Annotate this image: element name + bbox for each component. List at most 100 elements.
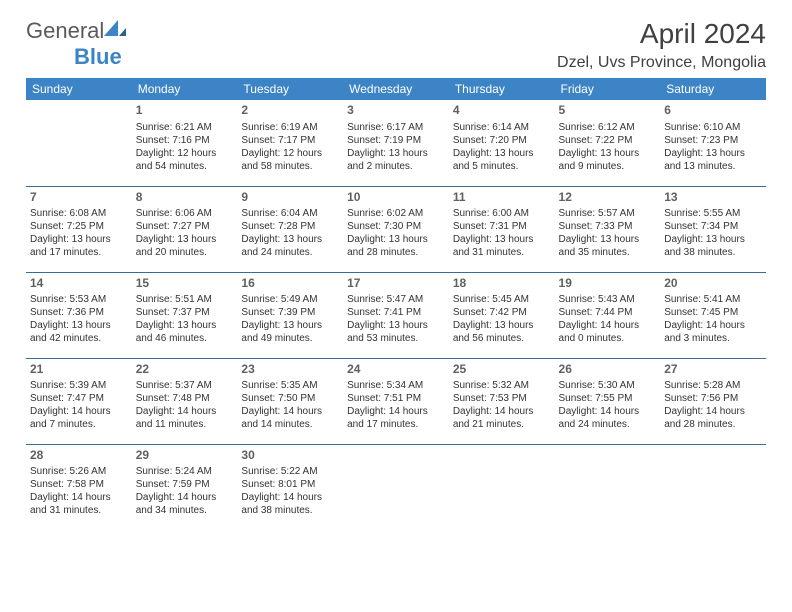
calendar-week-row: 14Sunrise: 5:53 AMSunset: 7:36 PMDayligh… — [26, 272, 766, 358]
daylight-text: Daylight: 12 hours and 58 minutes. — [241, 147, 339, 173]
calendar-day-cell: 23Sunrise: 5:35 AMSunset: 7:50 PMDayligh… — [237, 358, 343, 444]
weekday-header: Tuesday — [237, 78, 343, 100]
calendar-day-cell: 3Sunrise: 6:17 AMSunset: 7:19 PMDaylight… — [343, 100, 449, 186]
logo-text: General Blue — [26, 18, 126, 70]
calendar-head: SundayMondayTuesdayWednesdayThursdayFrid… — [26, 78, 766, 100]
day-number: 29 — [136, 448, 234, 464]
daylight-text: Daylight: 14 hours and 38 minutes. — [241, 491, 339, 517]
sunrise-text: Sunrise: 5:55 AM — [664, 207, 762, 220]
location: Dzel, Uvs Province, Mongolia — [557, 54, 766, 72]
sunset-text: Sunset: 7:33 PM — [559, 220, 657, 233]
sunrise-text: Sunrise: 5:57 AM — [559, 207, 657, 220]
day-number: 21 — [30, 362, 128, 378]
sunset-text: Sunset: 7:23 PM — [664, 134, 762, 147]
sunset-text: Sunset: 7:59 PM — [136, 478, 234, 491]
sunset-text: Sunset: 7:17 PM — [241, 134, 339, 147]
daylight-text: Daylight: 13 hours and 42 minutes. — [30, 319, 128, 345]
day-number: 28 — [30, 448, 128, 464]
sunrise-text: Sunrise: 5:32 AM — [453, 379, 551, 392]
daylight-text: Daylight: 14 hours and 31 minutes. — [30, 491, 128, 517]
calendar-day-cell: 6Sunrise: 6:10 AMSunset: 7:23 PMDaylight… — [660, 100, 766, 186]
weekday-header: Saturday — [660, 78, 766, 100]
sunset-text: Sunset: 7:53 PM — [453, 392, 551, 405]
day-number: 18 — [453, 276, 551, 292]
daylight-text: Daylight: 13 hours and 53 minutes. — [347, 319, 445, 345]
sunrise-text: Sunrise: 5:34 AM — [347, 379, 445, 392]
calendar-week-row: 21Sunrise: 5:39 AMSunset: 7:47 PMDayligh… — [26, 358, 766, 444]
sunrise-text: Sunrise: 6:02 AM — [347, 207, 445, 220]
day-number: 9 — [241, 190, 339, 206]
calendar-day-cell: 19Sunrise: 5:43 AMSunset: 7:44 PMDayligh… — [555, 272, 661, 358]
calendar-day-cell: 11Sunrise: 6:00 AMSunset: 7:31 PMDayligh… — [449, 186, 555, 272]
calendar-week-row: 28Sunrise: 5:26 AMSunset: 7:58 PMDayligh… — [26, 444, 766, 530]
sunrise-text: Sunrise: 5:30 AM — [559, 379, 657, 392]
calendar-week-row: 7Sunrise: 6:08 AMSunset: 7:25 PMDaylight… — [26, 186, 766, 272]
day-number: 19 — [559, 276, 657, 292]
sunrise-text: Sunrise: 6:00 AM — [453, 207, 551, 220]
weekday-header: Wednesday — [343, 78, 449, 100]
sunset-text: Sunset: 7:30 PM — [347, 220, 445, 233]
weekday-header: Thursday — [449, 78, 555, 100]
calendar-day-cell: 2Sunrise: 6:19 AMSunset: 7:17 PMDaylight… — [237, 100, 343, 186]
calendar-day-cell: 30Sunrise: 5:22 AMSunset: 8:01 PMDayligh… — [237, 444, 343, 530]
sunrise-text: Sunrise: 5:39 AM — [30, 379, 128, 392]
day-number: 5 — [559, 103, 657, 119]
day-number: 15 — [136, 276, 234, 292]
sunset-text: Sunset: 7:16 PM — [136, 134, 234, 147]
calendar-day-cell: 7Sunrise: 6:08 AMSunset: 7:25 PMDaylight… — [26, 186, 132, 272]
daylight-text: Daylight: 13 hours and 24 minutes. — [241, 233, 339, 259]
sunset-text: Sunset: 7:27 PM — [136, 220, 234, 233]
day-number: 23 — [241, 362, 339, 378]
sunset-text: Sunset: 7:31 PM — [453, 220, 551, 233]
day-number: 4 — [453, 103, 551, 119]
daylight-text: Daylight: 14 hours and 34 minutes. — [136, 491, 234, 517]
sunset-text: Sunset: 7:41 PM — [347, 306, 445, 319]
sunrise-text: Sunrise: 6:17 AM — [347, 121, 445, 134]
day-number: 10 — [347, 190, 445, 206]
calendar-day-cell: 9Sunrise: 6:04 AMSunset: 7:28 PMDaylight… — [237, 186, 343, 272]
calendar-table: SundayMondayTuesdayWednesdayThursdayFrid… — [26, 78, 766, 530]
day-number: 3 — [347, 103, 445, 119]
sunset-text: Sunset: 7:45 PM — [664, 306, 762, 319]
calendar-day-cell: 22Sunrise: 5:37 AMSunset: 7:48 PMDayligh… — [132, 358, 238, 444]
calendar-day-cell: 29Sunrise: 5:24 AMSunset: 7:59 PMDayligh… — [132, 444, 238, 530]
sunrise-text: Sunrise: 5:26 AM — [30, 465, 128, 478]
calendar-day-cell: 15Sunrise: 5:51 AMSunset: 7:37 PMDayligh… — [132, 272, 238, 358]
calendar-day-cell: 13Sunrise: 5:55 AMSunset: 7:34 PMDayligh… — [660, 186, 766, 272]
calendar-day-cell: 28Sunrise: 5:26 AMSunset: 7:58 PMDayligh… — [26, 444, 132, 530]
sunset-text: Sunset: 7:19 PM — [347, 134, 445, 147]
day-number: 1 — [136, 103, 234, 119]
sunset-text: Sunset: 8:01 PM — [241, 478, 339, 491]
sunrise-text: Sunrise: 5:37 AM — [136, 379, 234, 392]
day-number: 8 — [136, 190, 234, 206]
calendar-page: General Blue April 2024 Dzel, Uvs Provin… — [0, 0, 792, 540]
sunrise-text: Sunrise: 6:06 AM — [136, 207, 234, 220]
calendar-day-cell: 27Sunrise: 5:28 AMSunset: 7:56 PMDayligh… — [660, 358, 766, 444]
daylight-text: Daylight: 13 hours and 46 minutes. — [136, 319, 234, 345]
sunrise-text: Sunrise: 5:35 AM — [241, 379, 339, 392]
daylight-text: Daylight: 14 hours and 21 minutes. — [453, 405, 551, 431]
daylight-text: Daylight: 14 hours and 7 minutes. — [30, 405, 128, 431]
daylight-text: Daylight: 13 hours and 5 minutes. — [453, 147, 551, 173]
sunset-text: Sunset: 7:58 PM — [30, 478, 128, 491]
day-number: 7 — [30, 190, 128, 206]
sunrise-text: Sunrise: 5:43 AM — [559, 293, 657, 306]
day-number: 26 — [559, 362, 657, 378]
calendar-day-cell: 25Sunrise: 5:32 AMSunset: 7:53 PMDayligh… — [449, 358, 555, 444]
sunset-text: Sunset: 7:50 PM — [241, 392, 339, 405]
calendar-day-cell: 20Sunrise: 5:41 AMSunset: 7:45 PMDayligh… — [660, 272, 766, 358]
calendar-day-cell: 10Sunrise: 6:02 AMSunset: 7:30 PMDayligh… — [343, 186, 449, 272]
sunset-text: Sunset: 7:34 PM — [664, 220, 762, 233]
calendar-day-cell: 16Sunrise: 5:49 AMSunset: 7:39 PMDayligh… — [237, 272, 343, 358]
sunset-text: Sunset: 7:36 PM — [30, 306, 128, 319]
sunset-text: Sunset: 7:44 PM — [559, 306, 657, 319]
daylight-text: Daylight: 13 hours and 13 minutes. — [664, 147, 762, 173]
sunset-text: Sunset: 7:37 PM — [136, 306, 234, 319]
calendar-day-cell: 26Sunrise: 5:30 AMSunset: 7:55 PMDayligh… — [555, 358, 661, 444]
month-title: April 2024 — [557, 18, 766, 50]
sunrise-text: Sunrise: 6:21 AM — [136, 121, 234, 134]
sunrise-text: Sunrise: 5:24 AM — [136, 465, 234, 478]
daylight-text: Daylight: 14 hours and 11 minutes. — [136, 405, 234, 431]
daylight-text: Daylight: 13 hours and 49 minutes. — [241, 319, 339, 345]
daylight-text: Daylight: 14 hours and 28 minutes. — [664, 405, 762, 431]
